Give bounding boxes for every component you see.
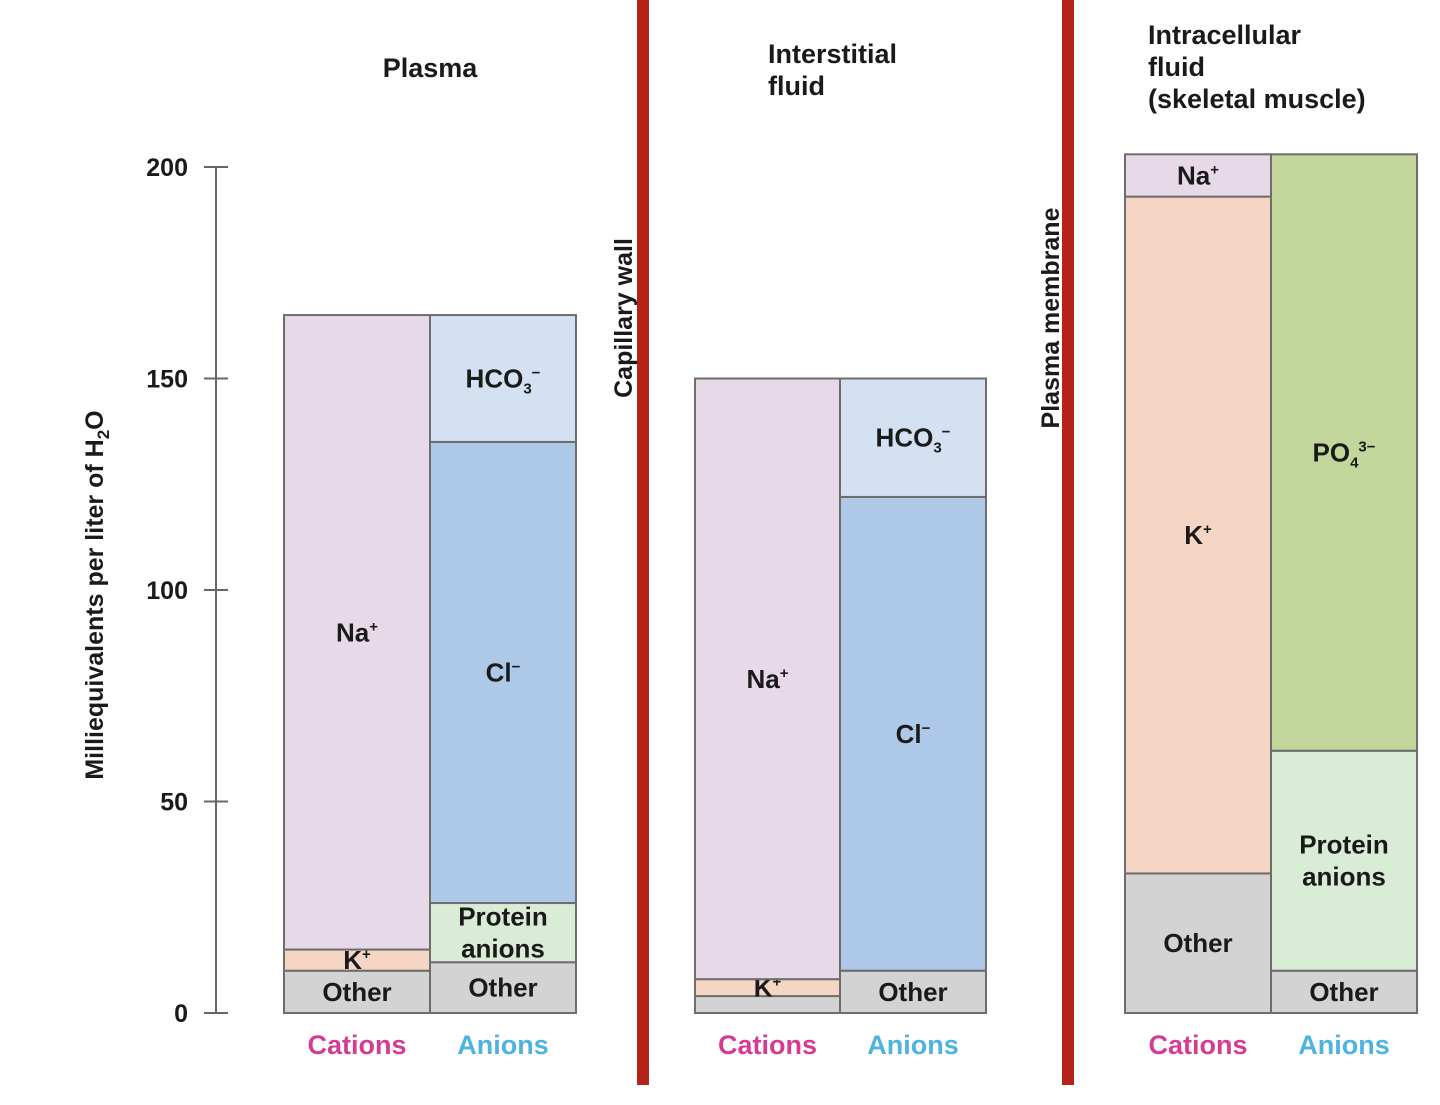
panel-2-cations-label-other: Other bbox=[1163, 928, 1232, 958]
panel-2-anions-segment-po4-3 bbox=[1270, 153, 1418, 752]
divider-label-plasma-membrane: Plasma membrane bbox=[1037, 207, 1065, 428]
panel-2-anions-segment-protein-anions bbox=[1270, 749, 1418, 972]
panel-2-cations-label-k: K+ bbox=[1184, 520, 1212, 550]
panel-2-anions-segment-other bbox=[1270, 969, 1418, 1015]
panel-0-cations-segment-na bbox=[283, 314, 431, 951]
panel-1-title-line-1: fluid bbox=[768, 71, 825, 101]
panel-1-anions-segment-hco3 bbox=[839, 377, 987, 498]
panel-0-group-label-anions: Anions bbox=[457, 1030, 549, 1060]
panel-2-anions-label-po4-3: PO43− bbox=[1312, 438, 1375, 472]
panel-2-cations-segment-k bbox=[1124, 195, 1272, 875]
divider-capillary-wall bbox=[637, 0, 649, 1085]
panel-0-cations-label-k: K+ bbox=[343, 945, 371, 975]
y-axis-label: Milliequivalents per liter of H2O bbox=[81, 410, 113, 779]
panel-1-cations-segment-na bbox=[694, 377, 841, 981]
y-tick-label-150: 150 bbox=[146, 366, 188, 394]
panel-0-cations-label-na: Na+ bbox=[336, 617, 378, 647]
panel-2-title-line-0: Intracellular bbox=[1148, 20, 1302, 50]
panel-1-group-label-anions: Anions bbox=[867, 1030, 959, 1060]
divider-label-capillary-wall: Capillary wall bbox=[610, 238, 638, 398]
panel-1-anions-label-cl: Cl− bbox=[896, 719, 931, 749]
panel-2-cations-label-na: Na+ bbox=[1177, 160, 1219, 190]
panel-2-group-label-cations: Cations bbox=[1148, 1030, 1247, 1060]
panel-2-group-label-anions: Anions bbox=[1298, 1030, 1390, 1060]
panel-2-cations-segment-other bbox=[1124, 872, 1272, 1014]
panel-1-group-label-cations: Cations bbox=[718, 1030, 817, 1060]
y-tick-label-100: 100 bbox=[146, 577, 188, 605]
panel-0-cations-label-other: Other bbox=[322, 977, 391, 1007]
panel-0-anions-label-protein-anions: Protein anions bbox=[458, 902, 548, 964]
panel-1-title-line-0: Interstitial bbox=[768, 39, 897, 69]
panel-0-title-line-0: Plasma bbox=[383, 53, 479, 83]
panel-0-anions-segment-other bbox=[429, 961, 577, 1014]
panel-2-title-line-2: (skeletal muscle) bbox=[1148, 84, 1366, 114]
panel-0-anions-segment-protein-anions bbox=[429, 902, 577, 964]
panel-2-anions-label-protein-anions: Protein anions bbox=[1299, 830, 1389, 892]
panel-0-anions-label-cl: Cl− bbox=[486, 657, 521, 687]
divider-plasma-membrane bbox=[1062, 0, 1074, 1085]
y-tick-label-200: 200 bbox=[146, 154, 188, 182]
panel-1-anions-segment-cl bbox=[839, 495, 987, 972]
panel-0-anions-segment-cl bbox=[429, 440, 577, 905]
panel-1-cations-label-na: Na+ bbox=[746, 664, 788, 694]
y-tick-label-50: 50 bbox=[160, 789, 188, 817]
panel-2-title-line-1: fluid bbox=[1148, 52, 1205, 82]
panel-0-group-label-cations: Cations bbox=[307, 1030, 406, 1060]
panel-1-anions-label-other: Other bbox=[878, 977, 947, 1007]
panel-0-anions-label-hco3: HCO3− bbox=[466, 364, 541, 398]
panel-1-anions-label-hco3: HCO3− bbox=[876, 423, 951, 457]
panel-0-anions-segment-hco3 bbox=[429, 314, 577, 443]
panel-0-anions-label-other: Other bbox=[468, 973, 537, 1003]
panel-1-anions-segment-other bbox=[839, 969, 987, 1015]
panel-2-anions-label-other: Other bbox=[1309, 977, 1378, 1007]
y-tick-label-0: 0 bbox=[174, 1000, 188, 1028]
